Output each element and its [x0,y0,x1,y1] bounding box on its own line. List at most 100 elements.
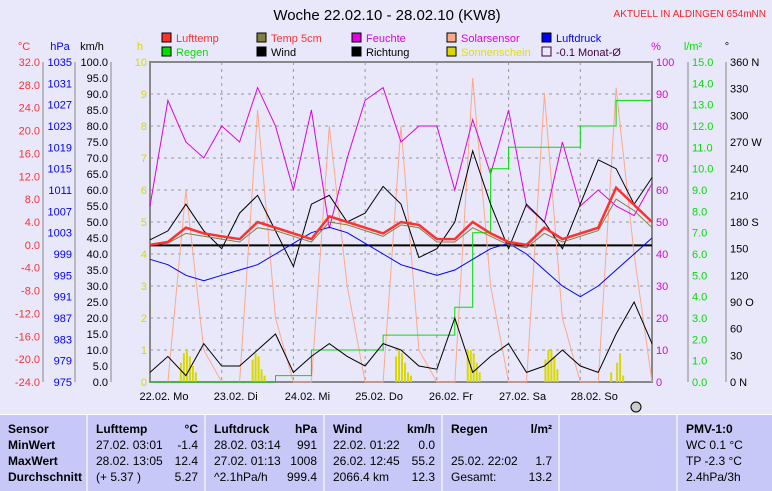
pressure-tick-label: 1007 [48,206,72,218]
sunshine-bar [466,350,469,382]
legend-label: Regen [176,47,208,59]
legend-swatch [256,46,267,57]
sunshine-bar [409,375,412,382]
temp-tick-label: -20.0 [15,354,40,366]
wind-tick-label: 45.0 [87,233,108,245]
temp-tick-label: 0.0 [25,240,40,252]
pressure-tick-label: 995 [54,270,72,282]
rain-tick-label: 14.0 [692,78,713,90]
temp-tick-label: 8.0 [25,194,40,206]
direction-tick-label: 150 [730,244,748,256]
legend-label: Solarsensor [461,33,520,45]
pmv-header: PMV-1:0 [686,422,733,436]
wind-tick-label: 65.0 [87,169,108,181]
pressure-tick-label: 1023 [48,121,72,133]
sun-tick-label: 5 [141,217,147,229]
sunshine-bar [472,353,475,382]
direction-tick-label: 330 [730,84,748,96]
sunshine-bar [619,353,622,382]
sunshine-bar [401,353,403,382]
direction-tick-label: 300 [730,110,748,122]
legend-swatch [351,32,362,43]
day-label: 24.02. Mi [285,391,330,403]
wind-tick-label: 85.0 [87,105,108,117]
col-luftdruck: Luftdruck hPa 28.02. 03:14 991 27.02. 01:13 1… [206,415,325,491]
legend-label: Temp 5cm [271,33,322,45]
legend-swatch [161,46,172,57]
sunshine-bar [616,362,619,382]
wind-tick-label: 35.0 [87,265,108,277]
wind-tick-label: 5.0 [93,361,108,373]
wind-tick-label: 0.0 [93,377,108,389]
sunshine-bar [403,362,406,382]
wind-header: Wind [333,422,363,436]
series-regen [150,99,652,383]
legend-swatch [351,46,362,57]
sun-tick-label: 7 [141,153,147,165]
rain-tick-label: 12.0 [692,121,713,133]
wind-cell: 22.02. 01:22 [333,438,400,452]
sun-tick-label: 10 [135,57,147,69]
current-time-marker [630,401,642,413]
legend-swatch [446,46,457,57]
sunshine-bar [179,362,182,382]
row-label: MaxWert [8,454,58,468]
temp-tick-label: -8.0 [21,286,40,298]
wind-value: 0.0 [418,438,435,452]
rain-tick-label: 15.0 [692,57,713,69]
luftdruck-value: 1008 [290,454,317,468]
temp-tick-label: -24.0 [15,377,40,389]
rain-tick-label: 0.0 [692,377,707,389]
direction-tick-label: 120 [730,270,748,282]
temp-tick-label: 24.0 [19,103,40,115]
sunshine-bar [622,375,625,382]
temp-tick-label: 12.0 [19,171,40,183]
day-label: 22.02. Mo [140,391,189,403]
sun-tick-label: 3 [141,281,147,293]
pressure-tick-label: 979 [54,356,72,368]
sun-tick-label: 4 [141,249,147,261]
wind-value: 55.2 [411,454,435,468]
wind-tick-label: 10.0 [87,345,108,357]
sun-tick-label: 2 [141,313,147,325]
series-wind [149,300,653,377]
rain-axis-label: l/m² [684,41,703,53]
row-label: MinWert [8,438,56,452]
lufttemp-cell: (+ 5.37 ) [96,470,142,484]
sunshine-bar [547,350,550,382]
sunshine-bar [553,356,556,382]
pressure-tick-label: 1031 [48,78,72,90]
direction-tick-label: 270 W [730,137,762,149]
series-feuchte [149,86,653,229]
sunshine-bar [263,375,266,382]
direction-tick-label: 60 [730,324,742,336]
day-label: 28.02. So [571,391,618,403]
series-luftdruck [149,226,653,298]
rain-tick-label: 11.0 [692,142,713,154]
lufttemp-value: 12.4 [174,454,198,468]
pressure-tick-label: 1011 [48,185,72,197]
pmv-value: WC 0.1 °C [686,438,743,452]
legend-label: Sonnenschein [461,47,531,59]
temp-axis-label: °C [18,41,30,53]
day-label: 26.02. Fr [429,391,473,403]
sunshine-bar [398,350,401,382]
pmv-value: TP -2.3 °C [686,454,742,468]
weather-chart: Woche 22.02.10 - 28.02.10 (KW8) AKTUELL … [15,7,766,413]
wind-tick-label: 90.0 [87,89,108,101]
lufttemp-unit: °C [184,422,198,436]
rain-tick-label: 5.0 [692,270,707,282]
series-temp-5cm [149,198,653,249]
wind-cell: 2066.4 km [333,470,390,484]
regen-cell: 25.02. 22:02 [451,454,518,468]
luftdruck-value: 999.4 [286,470,317,484]
legend-swatch [256,32,267,43]
pressure-tick-label: 991 [54,292,72,304]
legend-swatch [541,32,552,43]
pressure-tick-label: 1003 [48,228,72,240]
lufttemp-cell: 28.02. 13:05 [96,454,163,468]
sunshine-bar [550,350,553,382]
wind-cell: 26.02. 12:45 [333,454,400,468]
lufttemp-header: Lufttemp [96,422,148,436]
sun-tick-label: 6 [141,185,147,197]
